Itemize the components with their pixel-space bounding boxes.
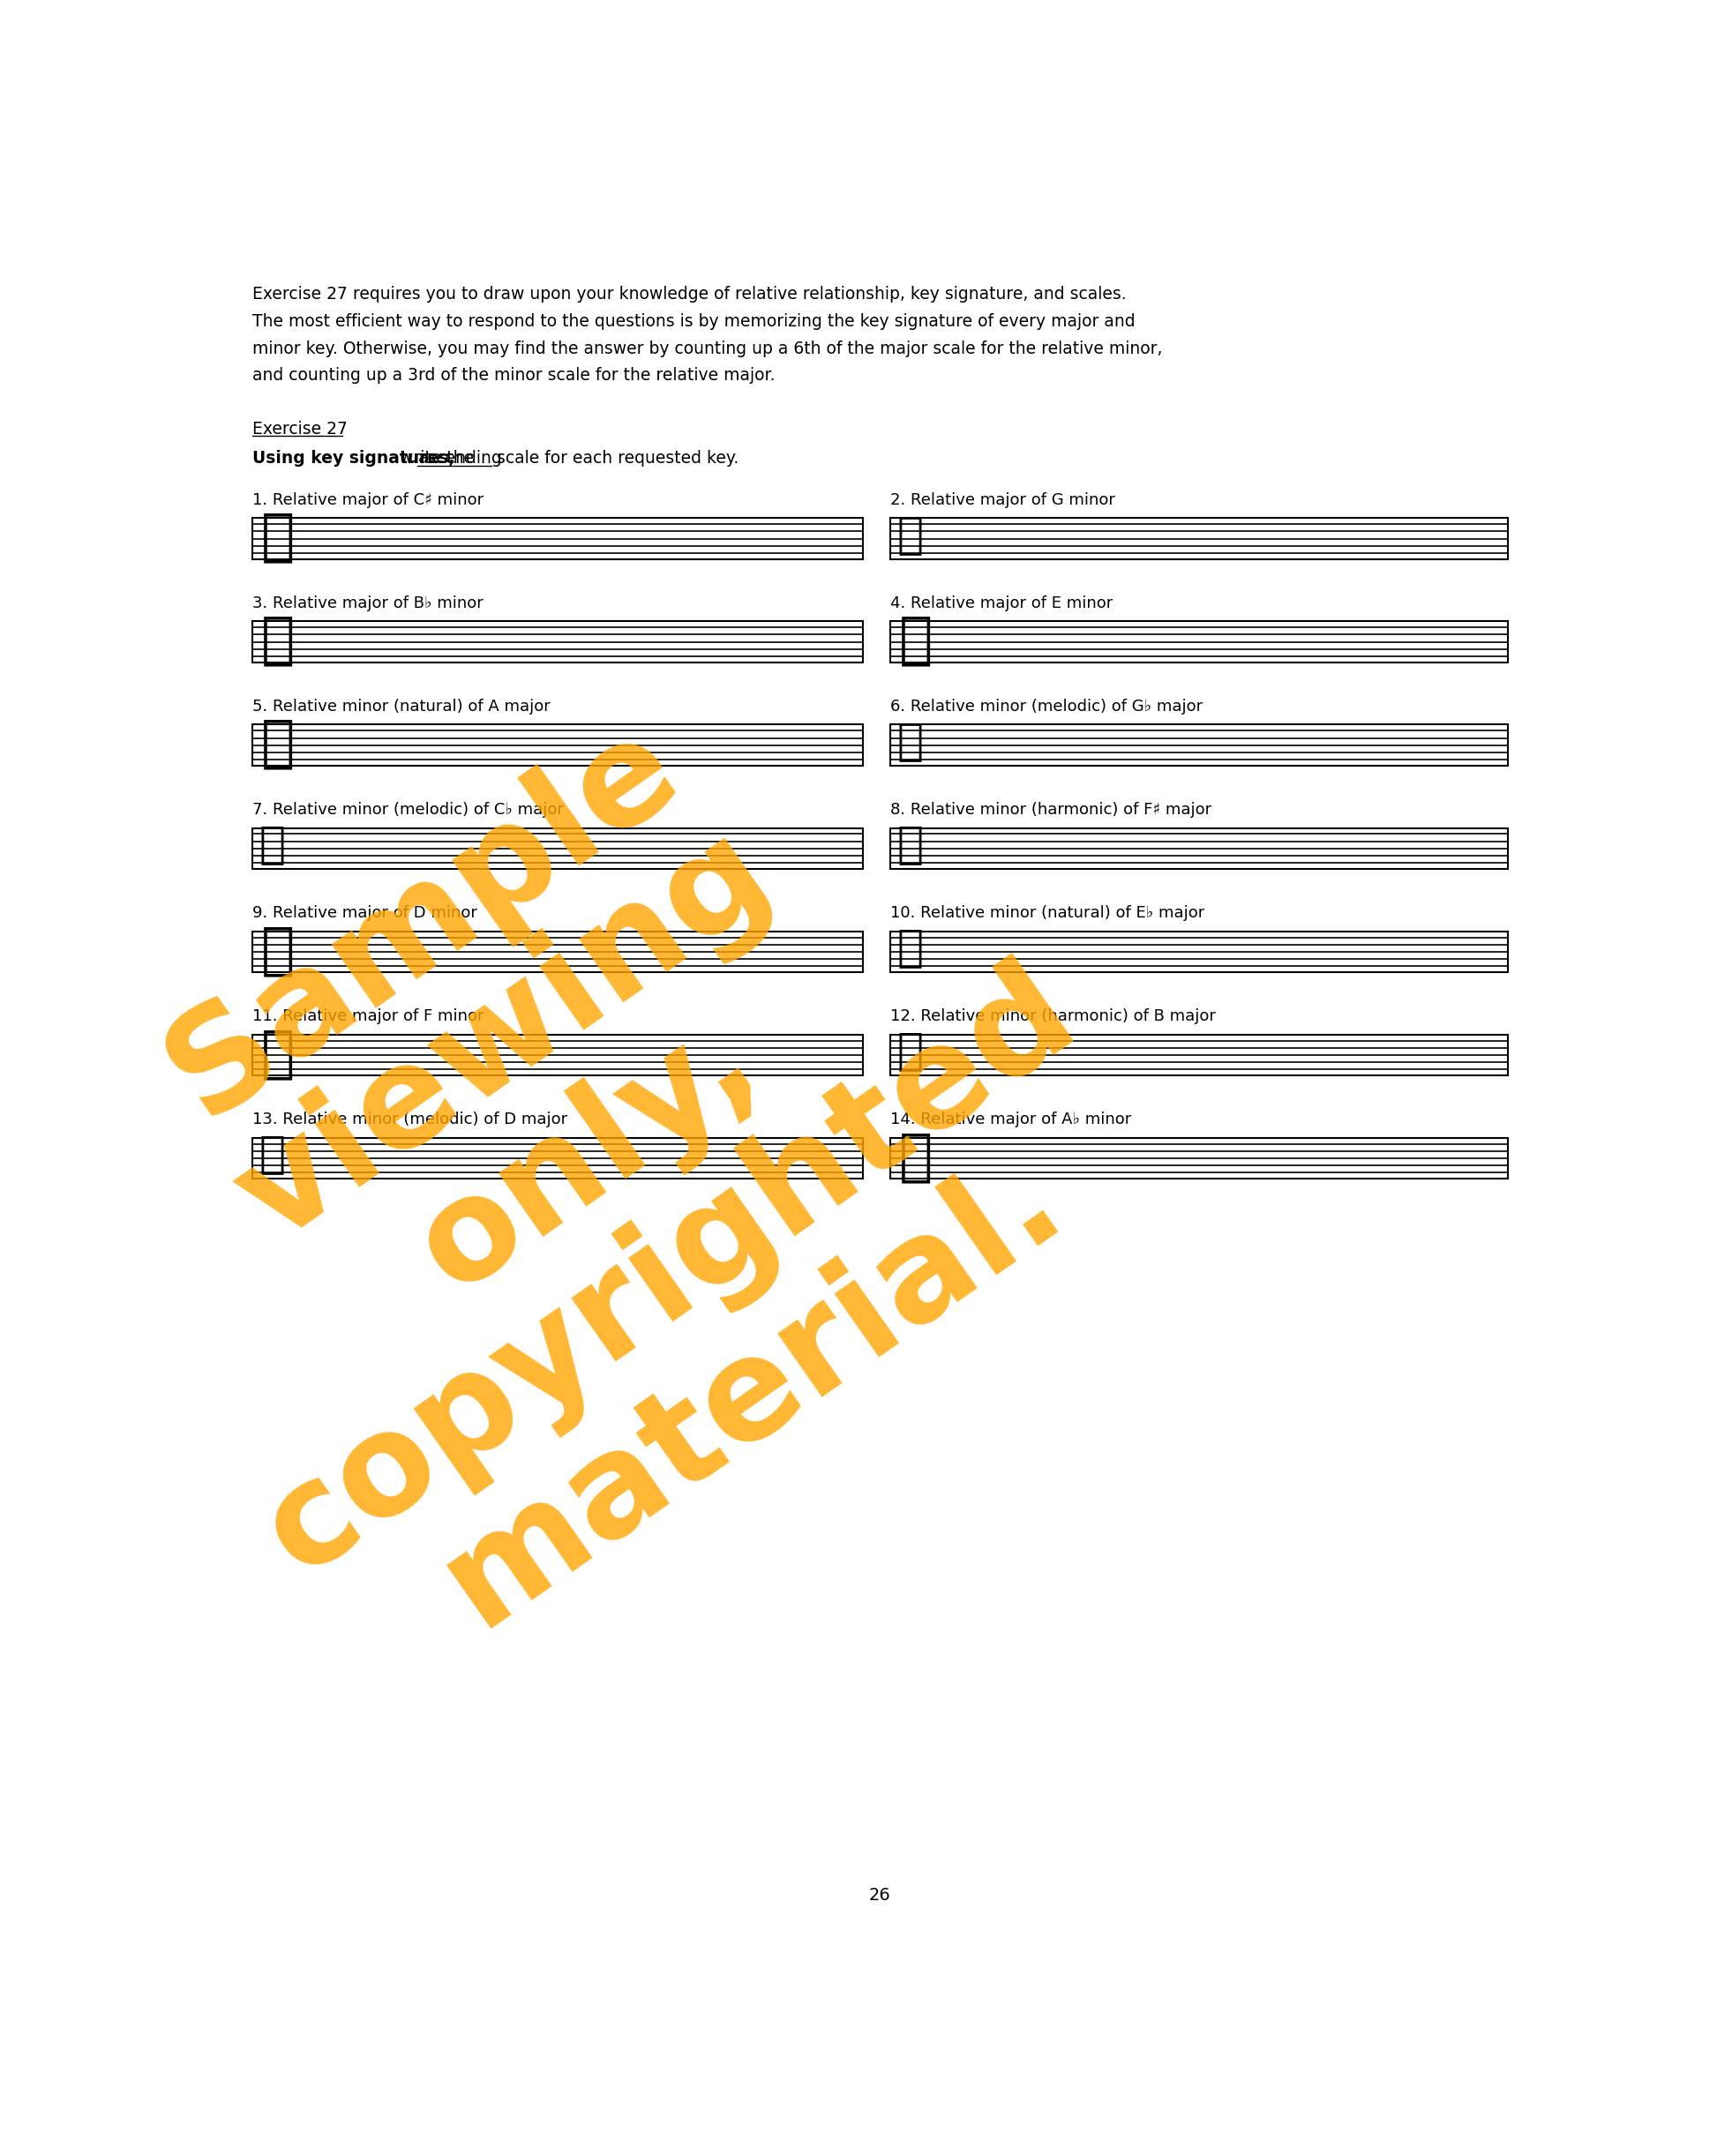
Bar <box>889 1035 1508 1076</box>
Text: 11. Relative major of F minor: 11. Relative major of F minor <box>252 1009 484 1024</box>
Text: 4. Relative major of E minor: 4. Relative major of E minor <box>889 595 1113 612</box>
Bar <box>889 828 1508 869</box>
Text: 6. Relative minor (melodic) of G♭ major: 6. Relative minor (melodic) of G♭ major <box>889 699 1202 716</box>
Bar <box>889 931 1508 972</box>
Text: 8. Relative minor (harmonic) of F♯ major: 8. Relative minor (harmonic) of F♯ major <box>889 802 1212 817</box>
Bar <box>889 517 1508 558</box>
Bar <box>889 621 1508 662</box>
Text: Exercise 27: Exercise 27 <box>252 420 347 438</box>
Text: 13. Relative minor (melodic) of D major: 13. Relative minor (melodic) of D major <box>252 1112 567 1128</box>
Text: 14. Relative major of A♭ minor: 14. Relative major of A♭ minor <box>889 1112 1132 1128</box>
Text: 1. Relative major of C♯ minor: 1. Relative major of C♯ minor <box>252 492 484 509</box>
Text: 3. Relative major of B♭ minor: 3. Relative major of B♭ minor <box>252 595 482 612</box>
Text: 𝄞: 𝄞 <box>261 612 295 668</box>
Text: 𝄢: 𝄢 <box>896 720 924 763</box>
Text: 𝄞: 𝄞 <box>261 716 295 772</box>
Text: 7. Relative minor (melodic) of C♭ major: 7. Relative minor (melodic) of C♭ major <box>252 802 563 817</box>
Text: 𝄞: 𝄞 <box>261 509 295 565</box>
Text: 2. Relative major of G minor: 2. Relative major of G minor <box>889 492 1114 509</box>
Text: The most efficient way to respond to the questions is by memorizing the key sign: The most efficient way to respond to the… <box>252 313 1135 330</box>
Text: Exercise 27 requires you to draw upon your knowledge of relative relationship, k: Exercise 27 requires you to draw upon yo… <box>252 287 1126 302</box>
Bar <box>252 828 864 869</box>
Bar <box>252 1138 864 1179</box>
Bar <box>889 1138 1508 1179</box>
Bar <box>252 1035 864 1076</box>
Text: minor key. Otherwise, you may find the answer by counting up a 6th of the major : minor key. Otherwise, you may find the a… <box>252 341 1162 358</box>
Text: 𝄞: 𝄞 <box>900 1130 932 1184</box>
Text: 10. Relative minor (natural) of E♭ major: 10. Relative minor (natural) of E♭ major <box>889 906 1205 921</box>
Text: 26: 26 <box>869 1886 891 1904</box>
Text: and counting up a 3rd of the minor scale for the relative major.: and counting up a 3rd of the minor scale… <box>252 367 774 384</box>
Text: 𝄢: 𝄢 <box>896 513 924 556</box>
Text: 𝄢: 𝄢 <box>259 824 285 867</box>
Text: 𝄞: 𝄞 <box>900 612 932 668</box>
Text: 𝄢: 𝄢 <box>896 824 924 867</box>
Text: ascending: ascending <box>417 451 501 468</box>
Bar <box>252 621 864 662</box>
Text: write the: write the <box>395 451 479 468</box>
Text: Using key signatures,: Using key signatures, <box>252 451 455 468</box>
Bar <box>252 931 864 972</box>
Bar <box>889 724 1508 765</box>
Text: Sample
viewing
only,
copyrighted
material.: Sample viewing only, copyrighted materia… <box>0 591 1183 1720</box>
Text: 9. Relative major of D minor: 9. Relative major of D minor <box>252 906 477 921</box>
Text: 5. Relative minor (natural) of A major: 5. Relative minor (natural) of A major <box>252 699 549 716</box>
Text: 𝄢: 𝄢 <box>896 1031 924 1072</box>
Text: 𝄢: 𝄢 <box>259 1134 285 1175</box>
Text: 𝄞: 𝄞 <box>261 923 295 977</box>
Bar <box>252 517 864 558</box>
Text: 12. Relative minor (harmonic) of B major: 12. Relative minor (harmonic) of B major <box>889 1009 1216 1024</box>
Text: scale for each requested key.: scale for each requested key. <box>491 451 738 468</box>
Text: 𝄢: 𝄢 <box>896 927 924 968</box>
Bar <box>252 724 864 765</box>
Text: 𝄞: 𝄞 <box>261 1026 295 1080</box>
